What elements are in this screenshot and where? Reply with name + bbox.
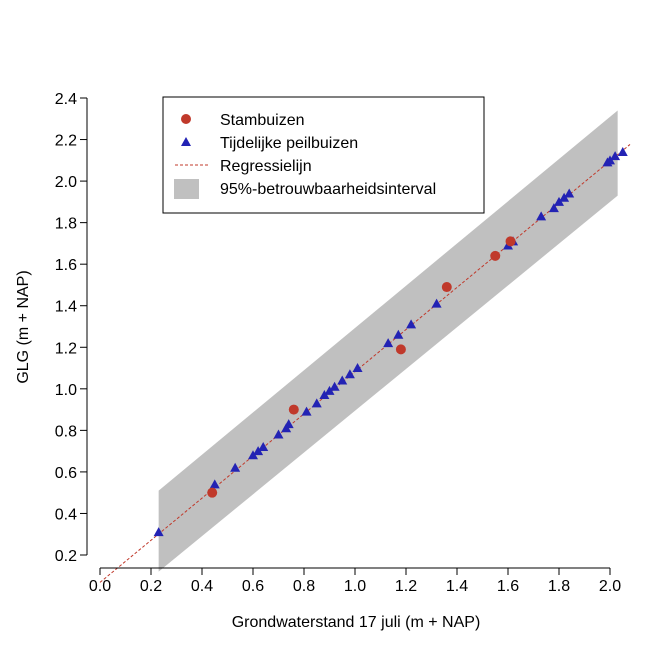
data-point-tijdelijke-peilbuizen <box>253 446 264 456</box>
legend-label-tijdelijke-peilbuizen: Tijdelijke peilbuizen <box>220 135 358 152</box>
data-point-tijdelijke-peilbuizen <box>610 151 621 161</box>
legend-label-regressielijn: Regressielijn <box>220 158 312 175</box>
data-point-tijdelijke-peilbuizen <box>273 429 284 439</box>
x-tick-label: 0.4 <box>191 578 213 595</box>
y-tick-label: 1.4 <box>55 299 77 316</box>
x-tick-label: 1.2 <box>395 578 417 595</box>
data-point-tijdelijke-peilbuizen <box>536 211 547 221</box>
data-point-tijdelijke-peilbuizen <box>617 147 628 157</box>
x-tick-label: 1.4 <box>446 578 468 595</box>
data-point-tijdelijke-peilbuizen <box>564 188 575 198</box>
x-tick-label: 0.6 <box>242 578 264 595</box>
x-tick-label: 0.2 <box>140 578 162 595</box>
data-point-tijdelijke-peilbuizen <box>393 329 404 339</box>
data-point-stambuizen <box>490 250 501 261</box>
y-axis-title: GLG (m + NAP) <box>15 270 32 383</box>
legend: Stambuizen Tijdelijke peilbuizen Regress… <box>162 96 485 214</box>
data-point-tijdelijke-peilbuizen <box>311 398 322 408</box>
y-tick-label: 0.8 <box>55 423 77 440</box>
y-tick-label: 0.2 <box>55 548 77 565</box>
data-point-tijdelijke-peilbuizen <box>554 196 564 206</box>
y-tick-label: 2.0 <box>55 174 77 191</box>
data-point-tijdelijke-peilbuizen <box>209 479 220 489</box>
data-point-tijdelijke-peilbuizen <box>230 462 241 472</box>
y-tick-label: 2.4 <box>55 91 77 108</box>
data-point-tijdelijke-peilbuizen <box>431 298 442 308</box>
data-point-tijdelijke-peilbuizen <box>319 390 330 400</box>
data-point-tijdelijke-peilbuizen <box>283 419 294 429</box>
x-axis-title: Grondwaterstand 17 juli (m + NAP) <box>232 614 481 631</box>
legend-label-betrouwbaarheidsinterval: 95%-betrouwbaarheidsinterval <box>220 181 436 198</box>
data-point-tijdelijke-peilbuizen <box>258 441 269 451</box>
y-tick-label: 2.2 <box>55 133 77 150</box>
data-point-tijdelijke-peilbuizen <box>344 369 355 379</box>
data-point-tijdelijke-peilbuizen <box>301 406 312 416</box>
x-tick-label: 1.8 <box>548 578 570 595</box>
axes-layer: 0.2 0.4 0.6 0.8 1.0 1.2 1.4 1.6 1.8 2.0 2.2 2.4 0.0 0… <box>55 91 621 595</box>
data-point-stambuizen <box>505 236 516 247</box>
x-tick-label: 1.0 <box>344 578 366 595</box>
data-point-tijdelijke-peilbuizen <box>329 381 340 391</box>
y-tick-label: 0.4 <box>55 506 77 523</box>
legend-box <box>162 96 485 214</box>
data-point-tijdelijke-peilbuizen <box>324 385 335 395</box>
legend-marker-betrouwbaarheidsinterval <box>174 179 199 199</box>
data-point-tijdelijke-peilbuizen <box>153 527 164 537</box>
data-point-stambuizen <box>441 282 452 293</box>
x-tick-label: 0.8 <box>293 578 315 595</box>
data-point-stambuizen <box>395 344 406 355</box>
y-tick-label: 1.8 <box>55 216 77 233</box>
data-point-stambuizen <box>288 404 299 415</box>
x-tick-label: 1.6 <box>497 578 519 595</box>
data-point-tijdelijke-peilbuizen <box>383 338 394 348</box>
points-layer <box>153 147 628 537</box>
data-point-tijdelijke-peilbuizen <box>337 375 348 385</box>
y-tick-label: 1.0 <box>55 382 77 399</box>
legend-marker-tijdelijke-peilbuizen <box>181 137 191 146</box>
y-tick-label: 0.6 <box>55 465 77 482</box>
x-tick-label: 2.0 <box>599 578 621 595</box>
legend-marker-stambuizen <box>181 114 191 124</box>
y-tick-label: 1.2 <box>55 340 77 357</box>
legend-label-stambuizen: Stambuizen <box>220 112 305 129</box>
data-point-tijdelijke-peilbuizen <box>559 192 570 202</box>
data-point-tijdelijke-peilbuizen <box>248 450 258 460</box>
data-point-tijdelijke-peilbuizen <box>548 203 559 213</box>
x-tick-label: 0.0 <box>89 578 111 595</box>
y-tick-label: 1.6 <box>55 257 77 274</box>
data-point-tijdelijke-peilbuizen <box>406 319 417 329</box>
data-point-tijdelijke-peilbuizen <box>605 155 615 165</box>
data-point-tijdelijke-peilbuizen <box>352 363 363 373</box>
data-point-stambuizen <box>207 487 218 498</box>
